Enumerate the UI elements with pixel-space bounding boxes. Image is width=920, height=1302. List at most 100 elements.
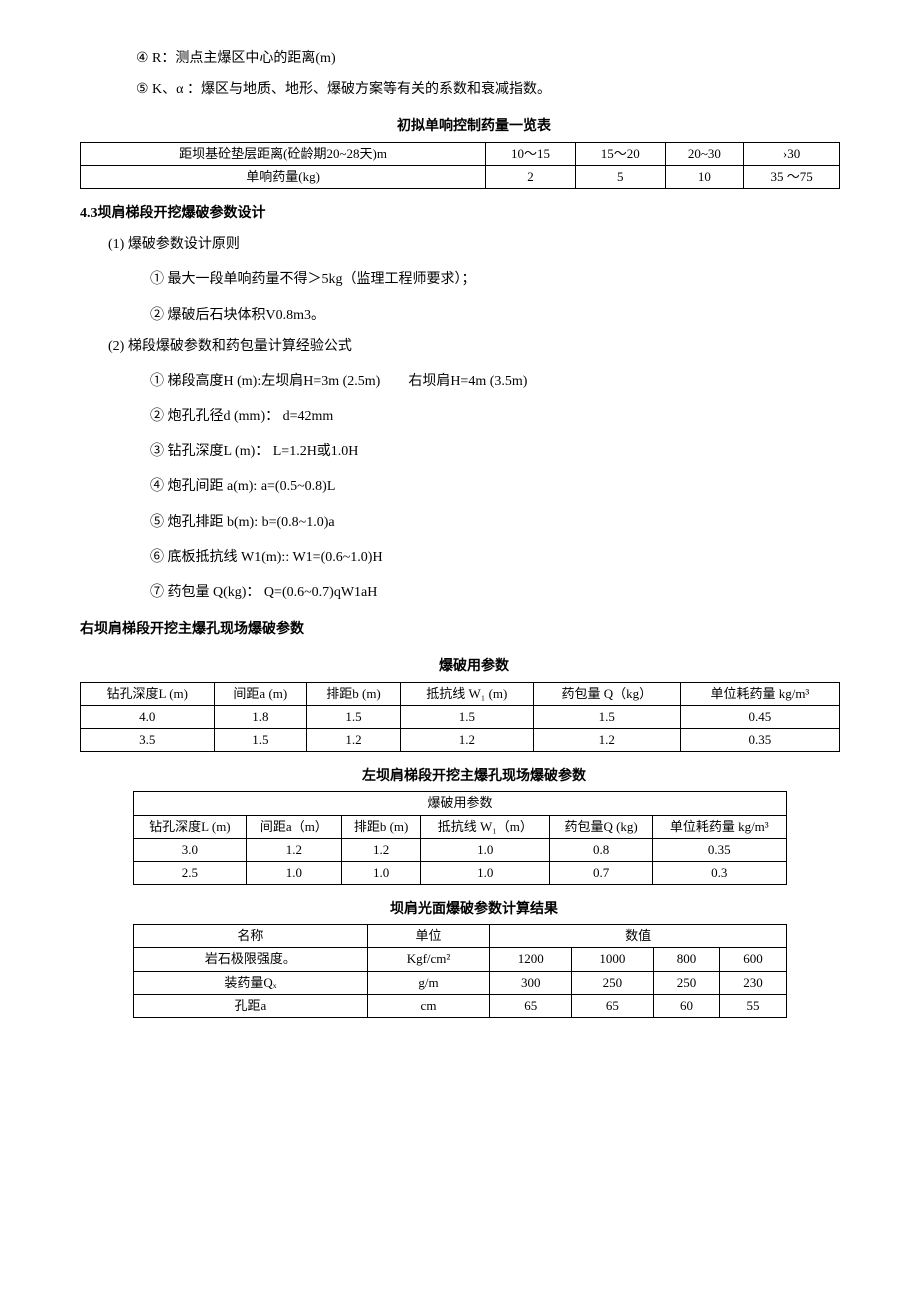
t2-r1-c4: 1.2	[533, 728, 680, 751]
table1-r0-c2: 5	[575, 165, 665, 188]
t2-r0-c0: 4.0	[81, 705, 215, 728]
table2-title: 爆破用参数	[80, 654, 840, 679]
t2-r0-c3: 1.5	[400, 705, 533, 728]
section-4-3-heading: 4.3坝肩梯段开挖爆破参数设计	[80, 201, 840, 226]
sub1-a: ① 最大一段单响药量不得＞5kg（监理工程师要求）；	[80, 267, 840, 292]
t3-r1-c1: 1.0	[246, 861, 342, 884]
sub2-g: ⑦ 药包量 Q(kg)： Q=(0.6~0.7)qW1aH	[80, 580, 840, 605]
table1-header-2: 15～20	[575, 142, 665, 165]
sub1: (1) 爆破参数设计原则	[80, 232, 840, 257]
t3-r0-c4: 0.8	[550, 838, 652, 861]
t3-h4: 药包量Q (kg)	[550, 815, 652, 838]
t4-h1: 名称	[134, 925, 367, 948]
t4-r2-c3: 65	[572, 994, 654, 1017]
t4-r0-c4: 800	[653, 948, 720, 971]
t4-r2-c4: 60	[653, 994, 720, 1017]
t2-r0-c1: 1.8	[214, 705, 307, 728]
table1-title: 初拟单响控制药量一览表	[80, 114, 840, 139]
table4-title: 坝肩光面爆破参数计算结果	[80, 897, 840, 922]
t3-h5: 单位耗药量 kg/m³	[652, 815, 786, 838]
t3-h3: 抵抗线 W₁（m）	[421, 815, 550, 838]
table2-h2: 排距b (m)	[307, 682, 401, 705]
t4-r0-c5: 600	[720, 948, 787, 971]
sub2: (2) 梯段爆破参数和药包量计算经验公式	[80, 334, 840, 359]
t2-r0-c5: 0.45	[680, 705, 839, 728]
t3-r1-c3: 1.0	[421, 861, 550, 884]
table3-subtitle: 爆破用参数	[134, 792, 787, 815]
table-row: 名称 单位 数值	[134, 925, 787, 948]
t3-r1-c0: 2.5	[134, 861, 246, 884]
param-line-r: ④ R：测点主爆区中心的距离(m)	[80, 46, 840, 71]
t4-h2: 单位	[367, 925, 490, 948]
t3-r0-c5: 0.35	[652, 838, 786, 861]
t2-r1-c2: 1.2	[307, 728, 401, 751]
t4-r1-c4: 250	[653, 971, 720, 994]
table1: 距坝基砼垫层距离(砼龄期20~28天)m 10～15 15～20 20~30 ›…	[80, 142, 840, 189]
sub1-b: ② 爆破后石块体积V0.8m3。	[80, 303, 840, 328]
t3-h1: 间距a（m）	[246, 815, 342, 838]
t4-r1-c5: 230	[720, 971, 787, 994]
t3-r1-c5: 0.3	[652, 861, 786, 884]
t3-h0: 钻孔深度L (m)	[134, 815, 246, 838]
t4-r2-c0: 孔距a	[134, 994, 367, 1017]
table1-header-1: 10～15	[486, 142, 576, 165]
table-row: 岩石极限强度。 Kgf/cm² 1200 1000 800 600	[134, 948, 787, 971]
t4-r1-c0: 装药量Qₓ	[134, 971, 367, 994]
table-row: 钻孔深度L (m) 间距a (m) 排距b (m) 抵抗线 W₁ (m) 药包量…	[81, 682, 840, 705]
t3-r1-c2: 1.0	[342, 861, 421, 884]
table2: 钻孔深度L (m) 间距a (m) 排距b (m) 抵抗线 W₁ (m) 药包量…	[80, 682, 840, 753]
t3-r0-c2: 1.2	[342, 838, 421, 861]
t3-r1-c4: 0.7	[550, 861, 652, 884]
table3-title: 左坝肩梯段开挖主爆孔现场爆破参数	[80, 764, 840, 789]
sub2-a: ① 梯段高度H (m):左坝肩H=3m (2.5m) 右坝肩H=4m (3.5m…	[80, 369, 840, 394]
sub2-d: ④ 炮孔间距 a(m): a=(0.5~0.8)L	[80, 474, 840, 499]
t2-r1-c1: 1.5	[214, 728, 307, 751]
table3: 爆破用参数 钻孔深度L (m) 间距a（m） 排距b (m) 抵抗线 W₁（m）…	[133, 791, 787, 885]
table2-pretitle: 右坝肩梯段开挖主爆孔现场爆破参数	[80, 617, 840, 642]
table1-r0-c1: 2	[486, 165, 576, 188]
table2-h0: 钻孔深度L (m)	[81, 682, 215, 705]
table-row: 孔距a cm 65 65 60 55	[134, 994, 787, 1017]
t4-r0-c2: 1200	[490, 948, 572, 971]
sub2-c: ③ 钻孔深度L (m)： L=1.2H或1.0H	[80, 439, 840, 464]
t3-r0-c1: 1.2	[246, 838, 342, 861]
t3-r0-c3: 1.0	[421, 838, 550, 861]
table-row: 单响药量(kg) 2 5 10 35 ～75	[81, 165, 840, 188]
table-row: 3.5 1.5 1.2 1.2 1.2 0.35	[81, 728, 840, 751]
t2-r1-c3: 1.2	[400, 728, 533, 751]
t4-h3: 数值	[490, 925, 786, 948]
table2-h1: 间距a (m)	[214, 682, 307, 705]
t3-r0-c0: 3.0	[134, 838, 246, 861]
table4: 名称 单位 数值 岩石极限强度。 Kgf/cm² 1200 1000 800 6…	[133, 924, 787, 1018]
table1-r0-c3: 10	[665, 165, 744, 188]
t3-h2: 排距b (m)	[342, 815, 421, 838]
t2-r0-c2: 1.5	[307, 705, 401, 728]
table-row: 3.0 1.2 1.2 1.0 0.8 0.35	[134, 838, 787, 861]
sub2-e: ⑤ 炮孔排距 b(m): b=(0.8~1.0)a	[80, 510, 840, 535]
t4-r0-c1: Kgf/cm²	[367, 948, 490, 971]
t2-r1-c5: 0.35	[680, 728, 839, 751]
param-line-k-alpha: ⑤ K、α ：爆区与地质、地形、爆破方案等有关的系数和衰减指数。	[80, 77, 840, 102]
t4-r2-c2: 65	[490, 994, 572, 1017]
t4-r0-c3: 1000	[572, 948, 654, 971]
table1-r0-c4: 35 ～75	[744, 165, 840, 188]
table2-h4: 药包量 Q（kg）	[533, 682, 680, 705]
table1-header-4: ›30	[744, 142, 840, 165]
sub2-b: ② 炮孔孔径d (mm)： d=42mm	[80, 404, 840, 429]
table-row: 距坝基砼垫层距离(砼龄期20~28天)m 10～15 15～20 20~30 ›…	[81, 142, 840, 165]
table2-h5: 单位耗药量 kg/m³	[680, 682, 839, 705]
table1-header-0: 距坝基砼垫层距离(砼龄期20~28天)m	[81, 142, 486, 165]
table1-header-3: 20~30	[665, 142, 744, 165]
t4-r1-c2: 300	[490, 971, 572, 994]
t4-r1-c1: g/m	[367, 971, 490, 994]
table-row: 2.5 1.0 1.0 1.0 0.7 0.3	[134, 861, 787, 884]
table2-h3: 抵抗线 W₁ (m)	[400, 682, 533, 705]
t4-r2-c5: 55	[720, 994, 787, 1017]
table-row: 钻孔深度L (m) 间距a（m） 排距b (m) 抵抗线 W₁（m） 药包量Q …	[134, 815, 787, 838]
sub2-f: ⑥ 底板抵抗线 W1(m):: W1=(0.6~1.0)H	[80, 545, 840, 570]
table-row: 4.0 1.8 1.5 1.5 1.5 0.45	[81, 705, 840, 728]
t4-r1-c3: 250	[572, 971, 654, 994]
t4-r0-c0: 岩石极限强度。	[134, 948, 367, 971]
table-row: 爆破用参数	[134, 792, 787, 815]
t4-r2-c1: cm	[367, 994, 490, 1017]
